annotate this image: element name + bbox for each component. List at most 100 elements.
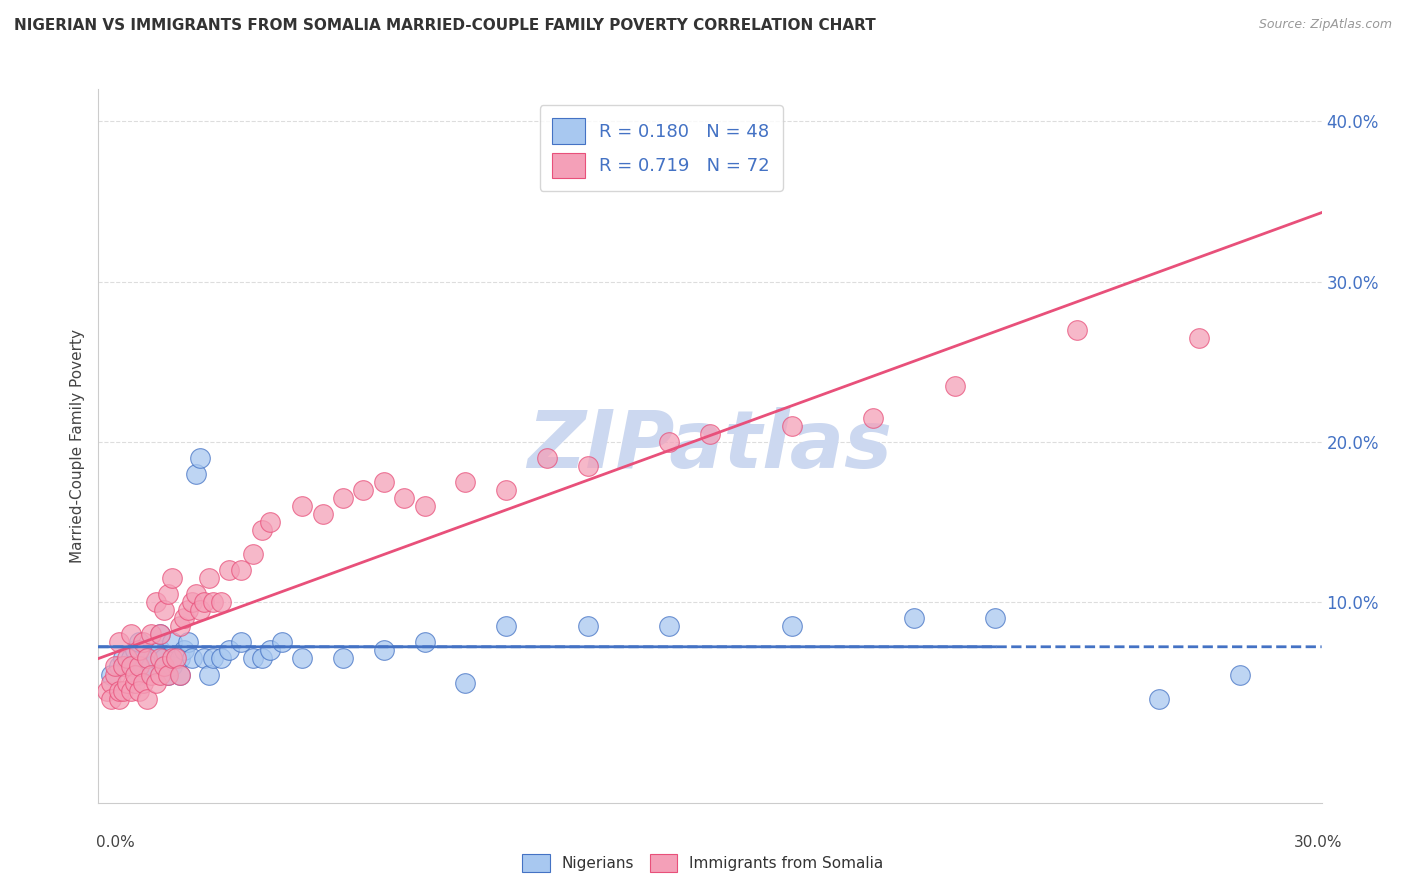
Point: [186, 587, 208, 601]
Point: [108, 659, 131, 673]
Point: [1147, 691, 1170, 706]
Point: [218, 563, 240, 577]
Point: [1066, 323, 1088, 337]
Point: [169, 619, 191, 633]
Point: [193, 595, 215, 609]
Point: [862, 411, 884, 425]
Point: [312, 507, 335, 521]
Point: [111, 659, 134, 673]
Point: [100, 667, 122, 681]
Point: [291, 651, 314, 665]
Text: 0.0%: 0.0%: [96, 836, 135, 850]
Point: [943, 379, 966, 393]
Point: [104, 659, 127, 673]
Text: ZIPatlas: ZIPatlas: [527, 407, 893, 485]
Point: [141, 667, 163, 681]
Point: [156, 667, 179, 681]
Point: [115, 651, 138, 665]
Point: [160, 571, 183, 585]
Point: [128, 667, 150, 681]
Point: [373, 475, 395, 489]
Point: [259, 515, 281, 529]
Point: [120, 651, 142, 665]
Point: [576, 619, 599, 633]
Point: [242, 547, 264, 561]
Text: Source: ZipAtlas.com: Source: ZipAtlas.com: [1258, 18, 1392, 31]
Point: [197, 571, 219, 585]
Point: [165, 651, 187, 665]
Point: [120, 627, 142, 641]
Point: [495, 483, 517, 497]
Point: [132, 675, 155, 690]
Point: [218, 643, 240, 657]
Point: [156, 667, 179, 681]
Point: [250, 523, 273, 537]
Point: [160, 651, 183, 665]
Point: [149, 643, 172, 657]
Point: [128, 659, 150, 673]
Point: [658, 619, 681, 633]
Point: [413, 635, 436, 649]
Point: [332, 651, 354, 665]
Point: [201, 595, 224, 609]
Point: [111, 683, 134, 698]
Point: [780, 419, 803, 434]
Point: [352, 483, 374, 497]
Point: [173, 611, 195, 625]
Point: [111, 651, 134, 665]
Point: [188, 450, 212, 465]
Text: NIGERIAN VS IMMIGRANTS FROM SOMALIA MARRIED-COUPLE FAMILY POVERTY CORRELATION CH: NIGERIAN VS IMMIGRANTS FROM SOMALIA MARR…: [14, 18, 876, 33]
Point: [141, 627, 163, 641]
Point: [177, 635, 200, 649]
Point: [197, 667, 219, 681]
Point: [145, 651, 167, 665]
Point: [181, 651, 204, 665]
Point: [128, 643, 150, 657]
Point: [1188, 331, 1211, 345]
Point: [169, 667, 191, 681]
Point: [270, 635, 294, 649]
Point: [173, 643, 195, 657]
Point: [149, 627, 172, 641]
Point: [250, 651, 273, 665]
Point: [145, 675, 167, 690]
Point: [413, 499, 436, 513]
Point: [104, 667, 127, 681]
Point: [231, 563, 253, 577]
Point: [231, 635, 253, 649]
Point: [903, 611, 925, 625]
Point: [242, 651, 264, 665]
Point: [149, 627, 172, 641]
Point: [132, 635, 155, 649]
Point: [984, 611, 1007, 625]
Point: [193, 651, 215, 665]
Point: [188, 603, 212, 617]
Point: [373, 643, 395, 657]
Point: [259, 643, 281, 657]
Point: [141, 659, 163, 673]
Point: [115, 659, 138, 673]
Point: [152, 659, 174, 673]
Point: [780, 619, 803, 633]
Point: [576, 458, 599, 473]
Text: 30.0%: 30.0%: [1295, 836, 1343, 850]
Point: [291, 499, 314, 513]
Point: [152, 603, 174, 617]
Point: [181, 595, 204, 609]
Point: [136, 651, 159, 665]
Point: [120, 659, 142, 673]
Point: [145, 595, 167, 609]
Point: [186, 467, 208, 481]
Point: [495, 619, 517, 633]
Point: [454, 475, 477, 489]
Point: [149, 667, 172, 681]
Point: [169, 667, 191, 681]
Point: [454, 675, 477, 690]
Point: [100, 675, 122, 690]
Point: [100, 691, 122, 706]
Point: [108, 683, 131, 698]
Point: [392, 491, 416, 505]
Point: [160, 659, 183, 673]
Point: [209, 595, 232, 609]
Point: [124, 643, 146, 657]
